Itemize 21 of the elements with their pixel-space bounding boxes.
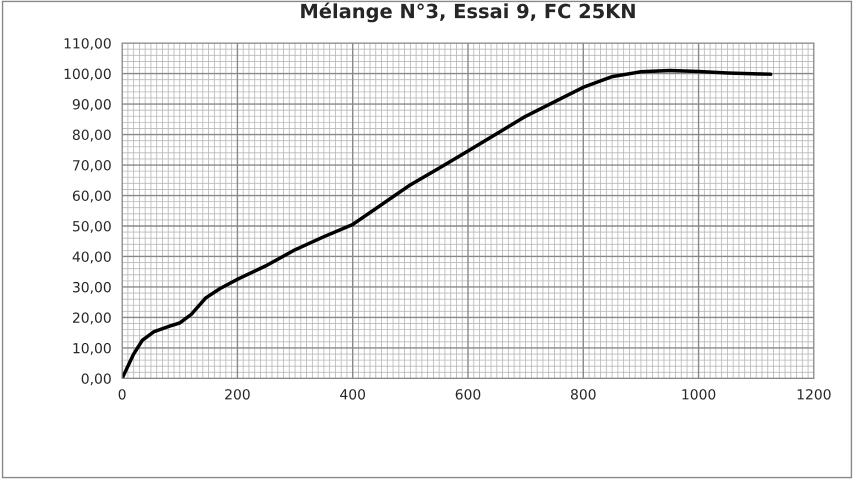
- y-tick-label: 0,00: [82, 373, 111, 386]
- y-tick-label: 60,00: [72, 190, 111, 202]
- x-tick-label: 400: [340, 389, 366, 400]
- y-tick-label: 10,00: [73, 342, 111, 355]
- x-tick-label: 1200: [798, 389, 831, 400]
- chart-title: Mélange N°3, Essai 9, FC 25KN: [301, 2, 635, 22]
- y-tick-label: 20,00: [72, 312, 111, 324]
- x-tick-label: 0: [118, 389, 126, 400]
- y-tick-label: 70,00: [73, 160, 111, 172]
- line-series: [122, 68, 772, 378]
- y-tick-label: 40,00: [72, 251, 111, 264]
- y-tick-label: 50,00: [73, 220, 111, 233]
- y-tick-label: 110,00: [64, 38, 111, 50]
- y-tick-label: 90,00: [72, 99, 111, 111]
- x-tick-label: 600: [456, 389, 480, 400]
- y-tick-label: 80,00: [72, 130, 111, 142]
- x-tick-label: 200: [225, 389, 250, 400]
- y-tick-label: 30,00: [73, 282, 111, 294]
- y-tick-label: 100,00: [64, 68, 111, 80]
- x-tick-label: 800: [570, 389, 596, 400]
- x-tick-label: 1000: [682, 389, 716, 400]
